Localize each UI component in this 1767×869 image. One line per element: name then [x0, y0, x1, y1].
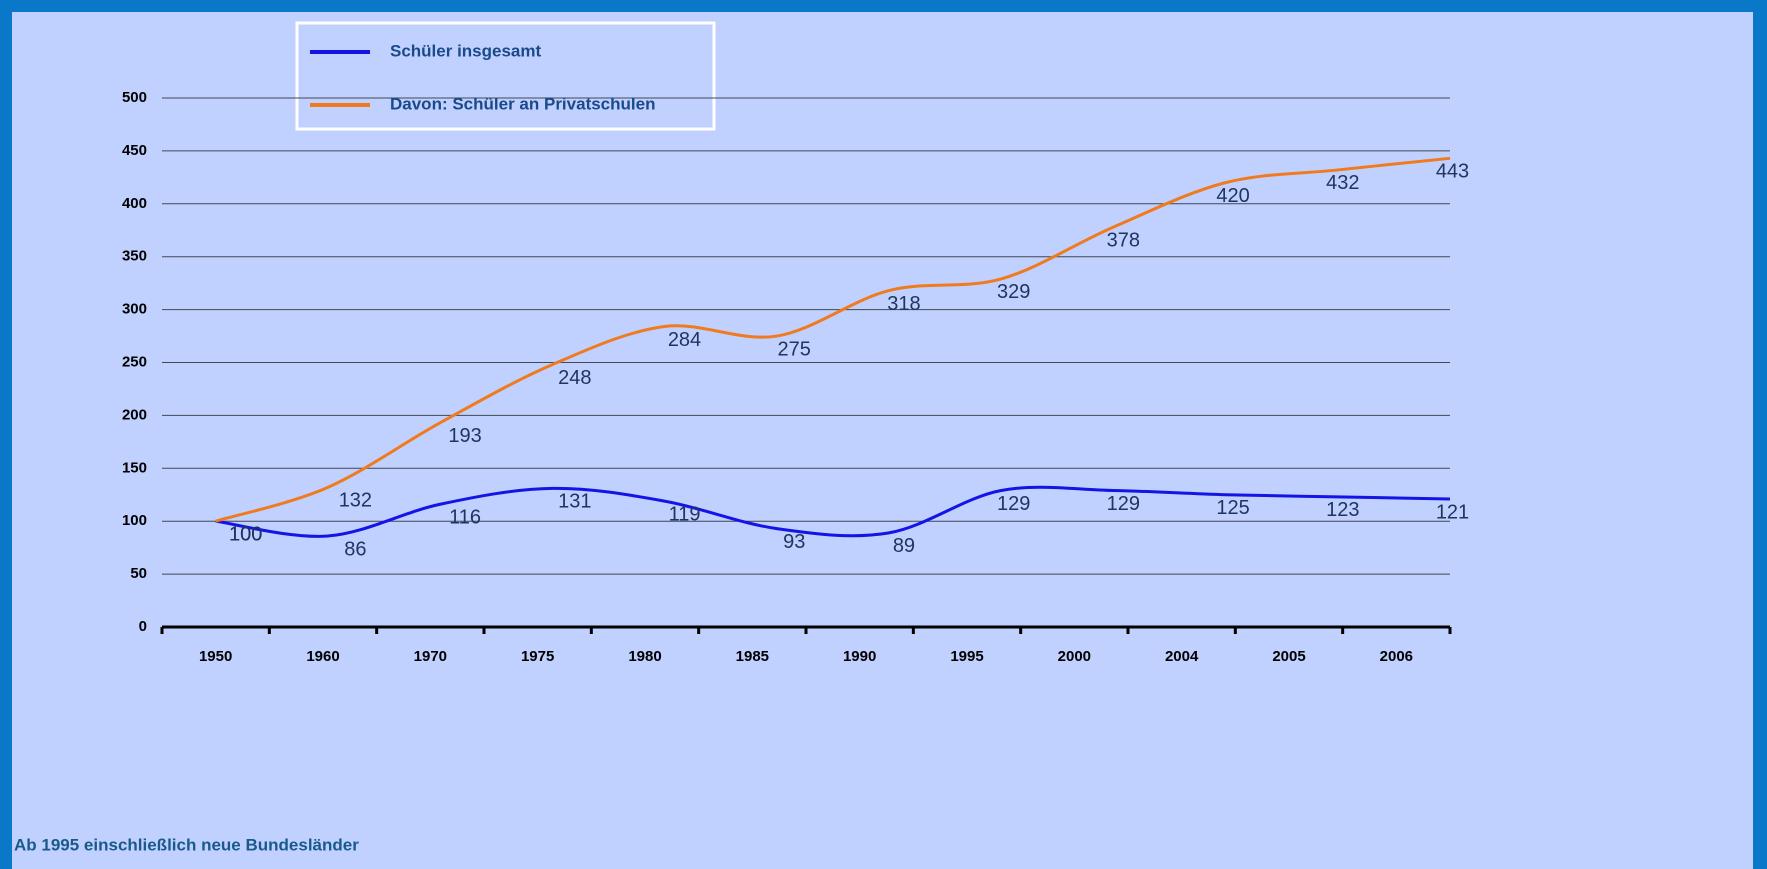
- x-tick-label: 1990: [843, 648, 876, 665]
- background: [12, 12, 1753, 869]
- x-tick-label: 1985: [736, 648, 769, 665]
- data-label: 125: [1216, 497, 1249, 519]
- data-label: 378: [1107, 229, 1140, 251]
- y-tick-label: 500: [122, 89, 147, 106]
- x-tick-label: 1995: [950, 648, 983, 665]
- x-tick-label: 1950: [199, 648, 232, 665]
- data-label: 121: [1436, 501, 1469, 523]
- data-label: 420: [1216, 185, 1249, 207]
- data-label: 284: [668, 329, 701, 351]
- x-tick-label: 1980: [628, 648, 661, 665]
- legend-label: Davon: Schüler an Privatschulen: [390, 94, 655, 113]
- y-tick-label: 100: [122, 512, 147, 529]
- data-label: 329: [997, 281, 1030, 303]
- data-label: 116: [449, 507, 481, 529]
- x-tick-label: 1975: [521, 648, 554, 665]
- legend-box: [295, 21, 716, 131]
- y-tick-label: 450: [122, 142, 147, 159]
- data-label: 129: [1107, 493, 1140, 515]
- y-tick-label: 300: [122, 301, 147, 318]
- x-tick-label: 1960: [306, 648, 339, 665]
- x-tick-label: 2000: [1058, 648, 1091, 665]
- data-label: 131: [558, 491, 591, 513]
- x-tick-label: 2006: [1380, 648, 1413, 665]
- x-tick-label: 2004: [1165, 648, 1199, 665]
- data-label: 132: [339, 490, 372, 512]
- data-label: 318: [887, 293, 920, 315]
- data-label: 119: [669, 503, 701, 525]
- data-label: 100: [229, 523, 262, 545]
- data-label: 86: [344, 538, 366, 560]
- y-tick-label: 50: [130, 565, 147, 582]
- series-line: [215, 485, 1451, 538]
- data-label: 432: [1326, 172, 1359, 194]
- legend-label: Schüler insgesamt: [390, 41, 542, 60]
- y-tick-label: 350: [122, 248, 147, 265]
- data-label: 93: [783, 531, 805, 553]
- data-label: 89: [893, 535, 915, 557]
- y-tick-label: 200: [122, 406, 147, 423]
- data-label: 275: [778, 338, 811, 360]
- data-label: 100: [229, 523, 262, 545]
- data-label: 193: [448, 425, 481, 447]
- footnote: Ab 1995 einschließlich neue Bundesländer: [14, 835, 359, 854]
- data-label: 123: [1326, 499, 1359, 521]
- y-tick-label: 0: [139, 618, 147, 635]
- data-label: 443: [1436, 161, 1469, 183]
- x-tick-label: 1970: [414, 648, 447, 665]
- data-label: 129: [997, 493, 1030, 515]
- y-tick-label: 400: [122, 195, 147, 212]
- series-line: [215, 156, 1451, 523]
- y-tick-label: 150: [122, 459, 147, 476]
- y-tick-label: 250: [122, 353, 147, 370]
- x-tick-label: 2005: [1272, 648, 1305, 665]
- data-label: 248: [558, 367, 591, 389]
